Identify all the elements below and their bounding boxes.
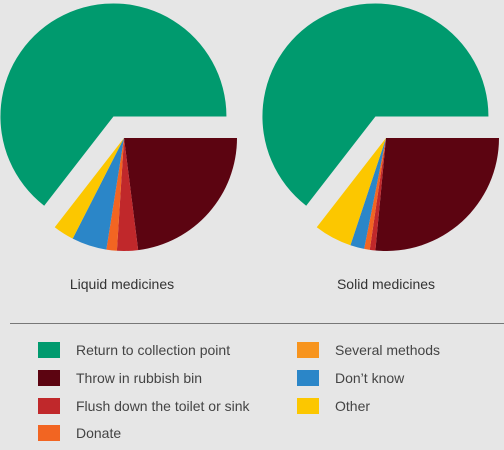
legend-label-throw: Throw in rubbish bin [76, 370, 203, 386]
legend-item-other: Other [297, 397, 370, 415]
legend-swatch-throw [38, 370, 60, 386]
chart-title-solid: Solid medicines [336, 276, 436, 292]
legend-item-throw: Throw in rubbish bin [38, 369, 202, 387]
legend-label-donate: Donate [76, 425, 122, 441]
legend-swatch-dont-know [297, 370, 319, 386]
legend-swatch-donate [38, 425, 60, 441]
slice-donate [364, 138, 386, 250]
legend-item-donate: Donate [38, 424, 121, 442]
legend-item-several: Several methods [297, 341, 440, 359]
slice-other [316, 138, 386, 246]
legend-item-return: Return to collection point [38, 341, 230, 359]
pie-charts [0, 3, 499, 251]
slice-dont-know [72, 138, 124, 250]
slice-flush [116, 138, 139, 251]
slice-return [0, 3, 227, 206]
legend-swatch-several [297, 342, 319, 358]
divider [10, 323, 504, 324]
chart-title-liquid: Liquid medicines [69, 276, 175, 292]
legend-swatch-return [38, 342, 60, 358]
legend-item-flush: Flush down the toilet or sink [38, 397, 250, 415]
slice-donate [106, 138, 124, 251]
legend-swatch-other [297, 398, 319, 414]
legend-label-flush: Flush down the toilet or sink [76, 398, 250, 414]
slice-flush [369, 138, 386, 251]
legend-label-several: Several methods [335, 342, 441, 358]
slice-dont-know [350, 138, 386, 249]
legend-label-return: Return to collection point [76, 342, 231, 358]
pie-solid [262, 3, 499, 251]
legend-item-dont-know: Don’t know [297, 369, 404, 387]
pie-liquid [0, 3, 237, 251]
legend-swatch-flush [38, 398, 60, 414]
legend-label-other: Other [335, 398, 371, 414]
legend-label-dont-know: Don’t know [335, 370, 405, 386]
slice-other [54, 138, 125, 239]
slice-throw [375, 138, 499, 251]
slice-throw [124, 138, 237, 251]
slice-return [262, 3, 489, 206]
